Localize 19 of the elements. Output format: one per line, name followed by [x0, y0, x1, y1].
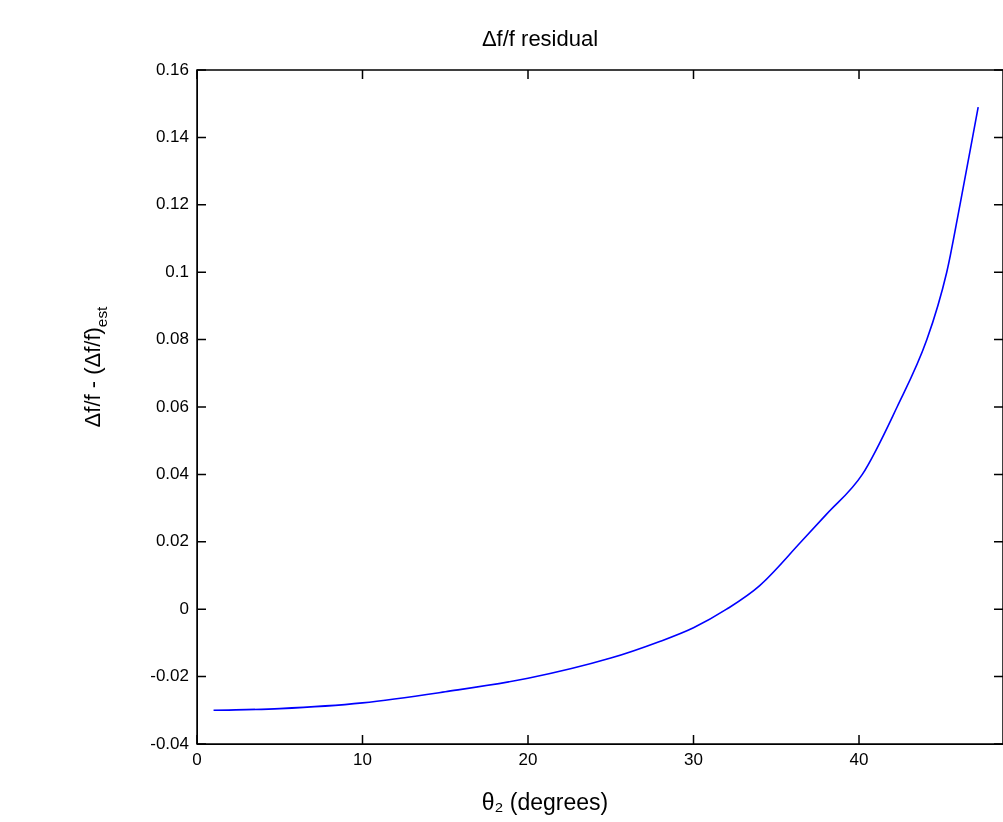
y-axis-title: Δf/f - (Δf/f)est — [80, 305, 110, 428]
x-tick-label: 40 — [849, 749, 869, 769]
y-tick-label: 0.08 — [155, 329, 189, 349]
x-tick-label: 30 — [684, 749, 703, 769]
x-tick-label: 0 — [192, 749, 202, 769]
y-tick-label: -0.02 — [150, 666, 189, 686]
y-tick-label: 0.02 — [155, 531, 189, 551]
chart-title: Δf/f residual — [481, 26, 599, 51]
y-tick-label: 0.16 — [155, 59, 189, 79]
x-axis-title: θ₂ (degrees) — [481, 789, 609, 815]
y-tick-label: 0.1 — [165, 261, 189, 281]
y-tick-label: 0.12 — [155, 194, 189, 214]
y-tick-label: -0.04 — [150, 733, 189, 753]
y-tick-label: 0.14 — [155, 127, 189, 147]
y-tick-label: 0 — [179, 598, 189, 618]
y-tick-label: 0.06 — [155, 396, 189, 416]
y-tick-label: 0.04 — [155, 464, 189, 484]
x-tick-label: 10 — [353, 749, 372, 769]
x-tick-label: 20 — [518, 749, 538, 769]
